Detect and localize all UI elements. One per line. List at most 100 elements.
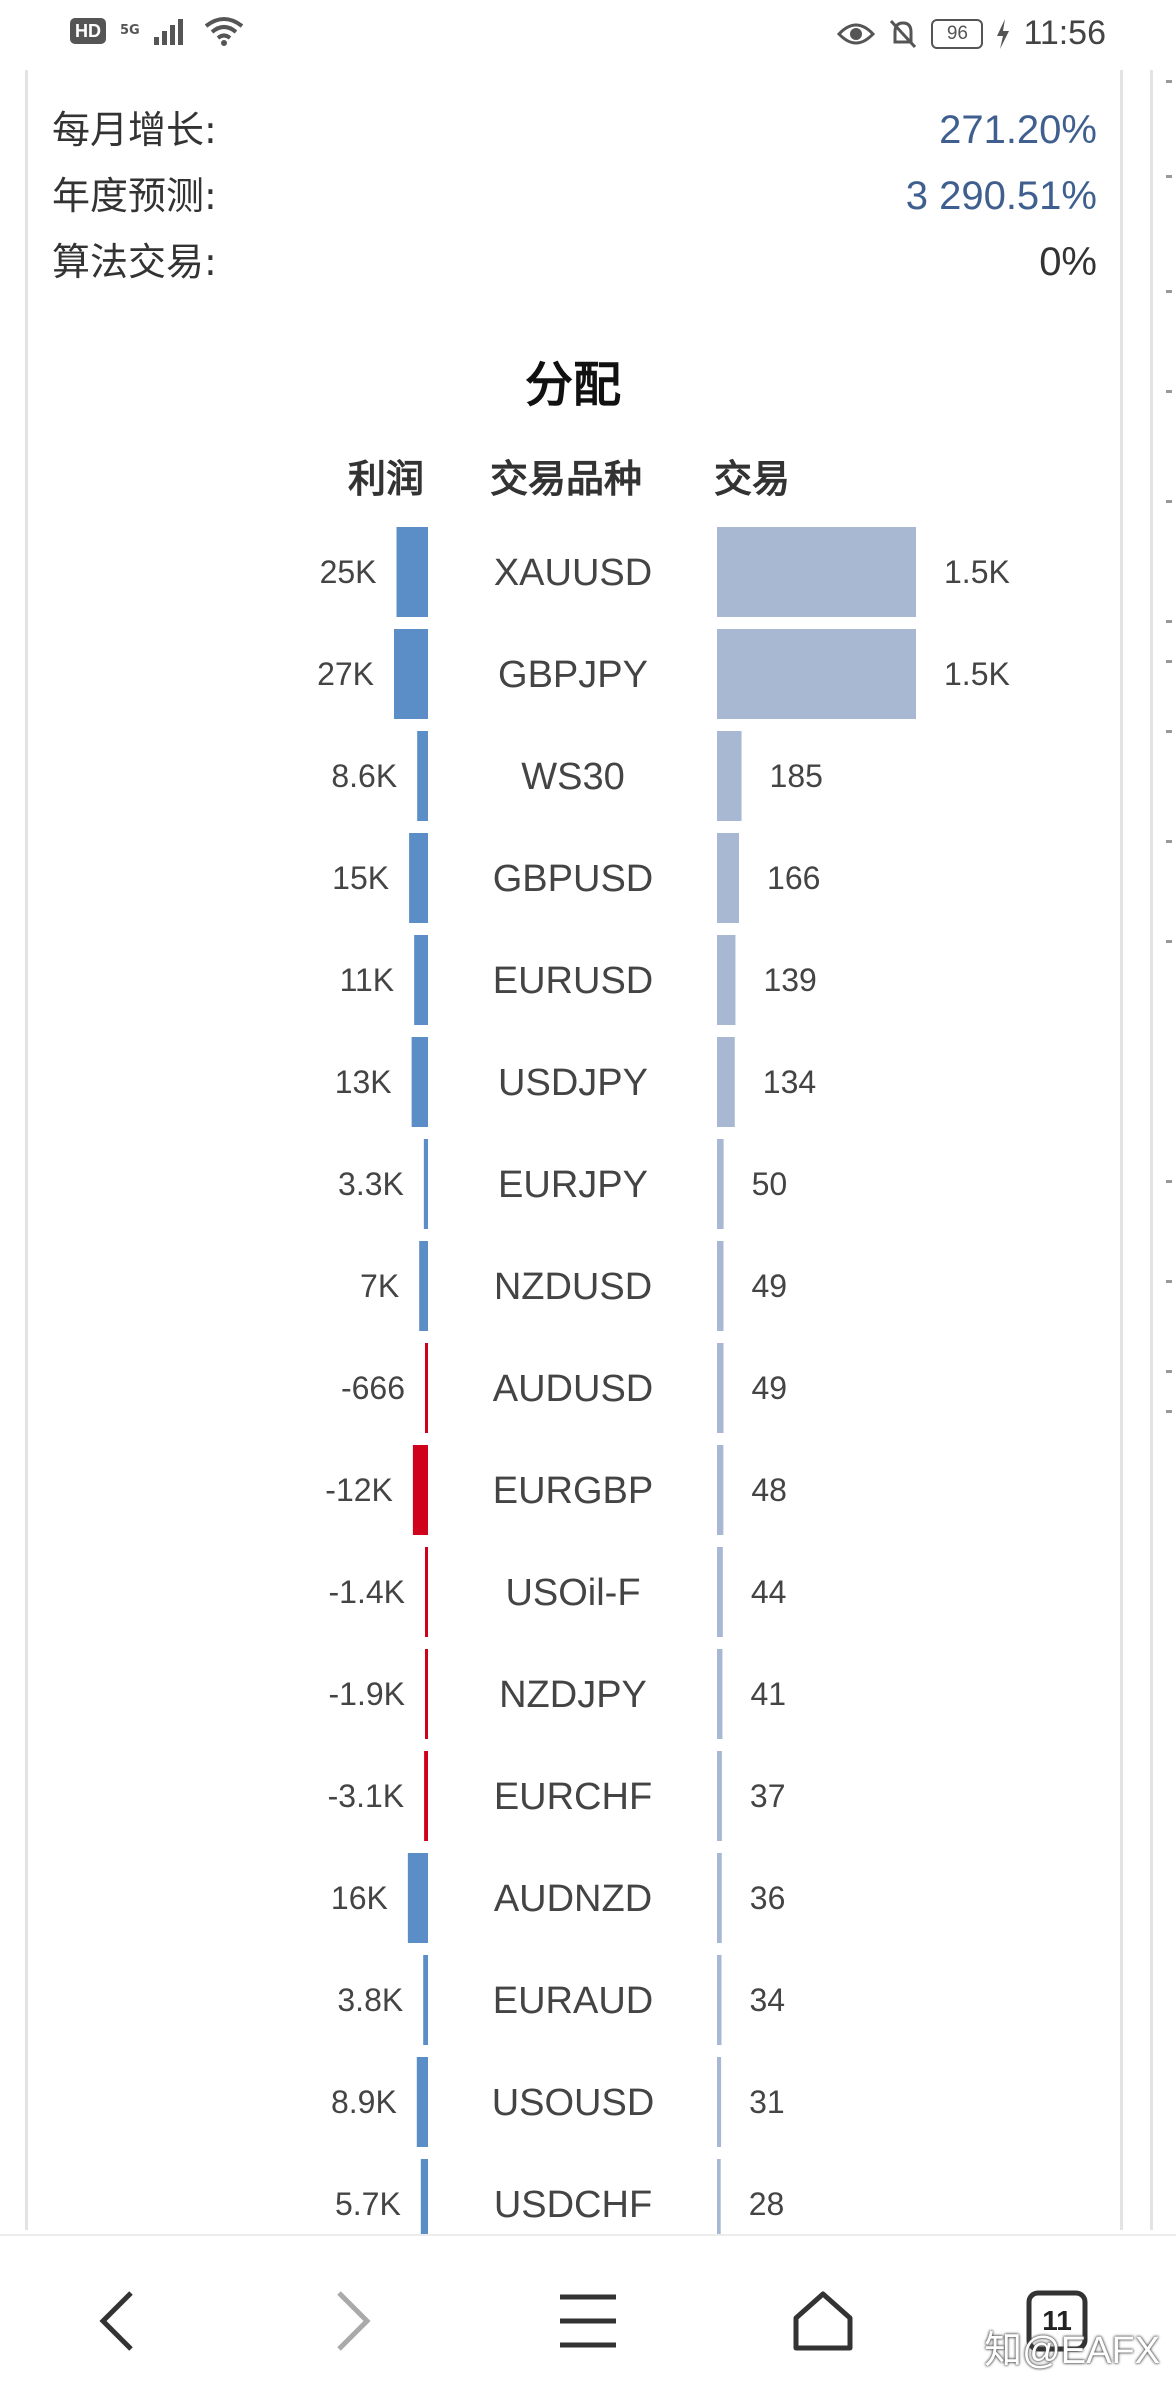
profit-bar [417, 731, 428, 821]
mute-bell-icon [890, 19, 917, 48]
profit-label: 15K [332, 860, 389, 896]
trades-bar [717, 1649, 723, 1739]
stat-monthly-growth: 每月增长: 271.20% [52, 100, 1097, 160]
symbol-label: EURJPY [498, 1164, 648, 1206]
profit-label: 3.3K [338, 1166, 404, 1202]
content-border-right [1120, 70, 1123, 2230]
battery-level: 96 [931, 18, 984, 49]
trades-bar [717, 1343, 724, 1433]
trades-label: 49 [752, 1268, 788, 1304]
allocation-chart: 25K XAUUSD 1.5K 27K GBPJPY 1.5K 8.6K WS30 185 15K… [317, 527, 1010, 2240]
trades-label: 34 [750, 1982, 786, 2018]
symbol-label: GBPUSD [493, 858, 653, 900]
trades-bar [717, 2057, 722, 2147]
tabs-icon [1026, 2290, 1088, 2352]
forward-arrow-icon [337, 2291, 371, 2351]
trades-bar [717, 1853, 722, 1943]
stat-value: 3 290.51% [905, 174, 1097, 218]
stat-label: 年度预测: [52, 174, 217, 218]
symbol-label: WS30 [521, 756, 624, 798]
profit-bar [416, 2057, 428, 2147]
profit-label: -3.1K [328, 1778, 404, 1814]
trades-label: 50 [752, 1166, 788, 1202]
content-border-left [25, 70, 28, 2230]
trades-bar [717, 1547, 723, 1637]
profit-label: 16K [331, 1880, 388, 1916]
profit-bar [420, 2159, 428, 2240]
watermark: 知@EAFX [984, 2330, 1160, 2372]
trades-label: 166 [767, 860, 820, 896]
eye-icon [837, 23, 876, 44]
wifi-icon [204, 17, 243, 46]
signal-icon [153, 19, 183, 45]
home-button[interactable] [778, 2276, 868, 2366]
symbol-label: EURGBP [493, 1470, 653, 1512]
profit-bar [423, 1955, 428, 2045]
trades-label: 185 [770, 758, 823, 794]
clock: 11:56 [1023, 14, 1106, 52]
profit-label: 8.6K [331, 758, 397, 794]
profit-label: -1.4K [329, 1574, 405, 1610]
profit-label: -1.9K [329, 1676, 405, 1712]
profit-bar [414, 935, 428, 1025]
trades-bar [717, 629, 916, 719]
trades-label: 49 [752, 1370, 788, 1406]
profit-bar [411, 1037, 428, 1127]
symbol-label: AUDUSD [493, 1368, 653, 1410]
trades-bar [717, 1037, 735, 1127]
profit-bar [394, 629, 428, 719]
trades-label: 37 [750, 1778, 786, 1814]
profit-bar [423, 1139, 428, 1229]
stat-value: 0% [1039, 240, 1097, 284]
profit-label: 5.7K [335, 2186, 401, 2222]
symbol-label: USOil-F [505, 1572, 640, 1614]
header-trades: 交易 [714, 457, 791, 501]
profit-label: 27K [317, 656, 374, 692]
symbol-label: EURAUD [493, 1980, 653, 2022]
charging-icon [997, 18, 1010, 49]
profit-label: 7K [360, 1268, 399, 1304]
tabs-button[interactable]: 11 [1012, 2276, 1102, 2366]
stat-value: 271.20% [939, 108, 1097, 152]
home-icon [793, 2291, 853, 2351]
trades-label: 134 [763, 1064, 816, 1100]
header-symbol: 交易品种 [490, 457, 643, 501]
network-type: 5G [120, 23, 140, 38]
profit-label: -12K [325, 1472, 393, 1508]
symbol-label: XAUUSD [494, 552, 652, 594]
trades-label: 1.5K [944, 656, 1010, 692]
trades-bar [717, 1751, 722, 1841]
symbol-label: USDJPY [498, 1062, 648, 1104]
chart-title: 分配 [524, 357, 621, 413]
profit-bar [424, 1751, 428, 1841]
profit-bar [412, 1445, 428, 1535]
status-bar: HD 5G 96 11:56 [0, 0, 1176, 70]
symbol-label: AUDNZD [494, 1878, 652, 1920]
trades-label: 1.5K [944, 554, 1010, 590]
symbol-label: GBPJPY [498, 654, 648, 696]
trades-label: 139 [763, 962, 816, 998]
trades-label: 44 [751, 1574, 787, 1610]
symbol-label: EURUSD [493, 960, 653, 1002]
profit-bar [425, 1649, 428, 1739]
trades-label: 31 [749, 2084, 785, 2120]
menu-button[interactable] [543, 2276, 633, 2366]
back-button[interactable] [72, 2276, 162, 2366]
profit-label: 25K [320, 554, 377, 590]
symbol-label: NZDUSD [494, 1266, 652, 1308]
profit-bar [419, 1241, 428, 1331]
profit-bar [407, 1853, 428, 1943]
browser-bottom-nav: 11 知@EAFX [0, 2234, 1176, 2402]
forward-button[interactable] [308, 2276, 398, 2366]
symbol-label: NZDJPY [499, 1674, 647, 1716]
back-arrow-icon [99, 2291, 133, 2351]
profit-bar [425, 1547, 428, 1637]
symbol-label: USDCHF [494, 2184, 652, 2226]
trades-label: 36 [750, 1880, 786, 1916]
profit-label: 13K [335, 1064, 392, 1100]
adjacent-page-edge [1166, 80, 1176, 2080]
stat-label: 每月增长: [52, 108, 217, 152]
profit-label: 3.8K [337, 1982, 403, 2018]
trades-label: 48 [751, 1472, 787, 1508]
menu-icon [560, 2294, 616, 2348]
